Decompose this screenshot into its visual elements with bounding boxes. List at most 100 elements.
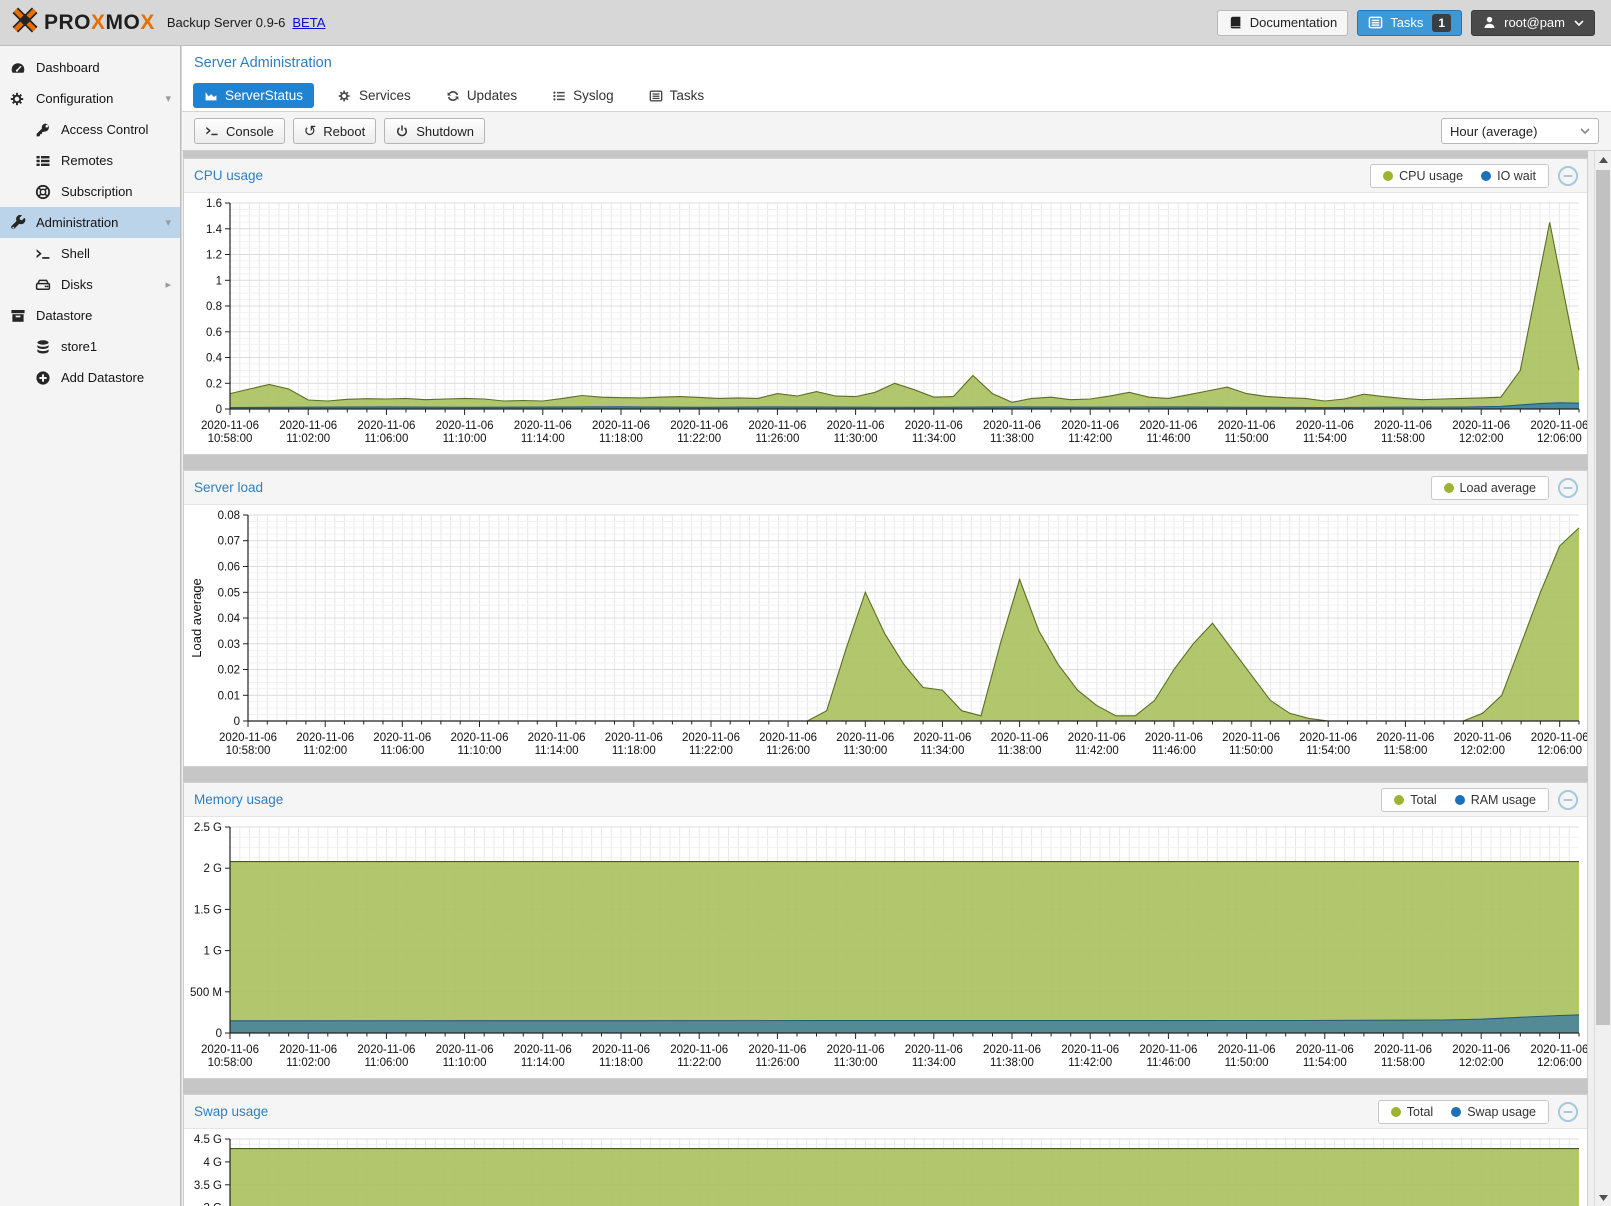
sidebar-item-datastore[interactable]: Datastore [0,300,180,331]
tab-syslog[interactable]: Syslog [541,83,625,108]
reboot-button[interactable]: ↺ Reboot [292,118,377,144]
svg-text:0.6: 0.6 [206,327,222,339]
collapse-panel-button[interactable] [1557,789,1579,811]
time-range-select[interactable]: Hour (average) [1441,118,1599,144]
legend-item-swap-usage[interactable]: Swap usage [1451,1105,1536,1119]
sidebar-item-label: Access Control [61,122,149,137]
sidebar-item-access-control[interactable]: Access Control [0,114,180,145]
user-icon [1482,15,1497,30]
button-label: Console [226,123,274,139]
svg-text:1.6: 1.6 [206,198,222,210]
sidebar-item-shell[interactable]: Shell [0,238,180,269]
logo-text-part: X [91,10,106,34]
collapse-panel-button[interactable] [1557,1101,1579,1123]
tab-updates[interactable]: Updates [435,83,528,108]
collapse-caret-icon[interactable]: ▾ [165,93,171,105]
svg-text:4.5 G: 4.5 G [194,1134,222,1146]
tab-tasks[interactable]: Tasks [638,83,716,108]
logo-text-part: PRO [44,10,92,34]
svg-text:1: 1 [216,275,222,287]
collapse-caret-icon[interactable]: ▾ [165,217,171,229]
panel-title: CPU usage [194,168,264,183]
console-button[interactable]: Console [194,118,285,144]
sidebar-item-disks[interactable]: Disks ▸ [0,269,180,300]
svg-text:0.08: 0.08 [218,510,240,522]
sidebar-nav: Dashboard Configuration ▾ Access Control Rem… [0,46,181,1206]
legend-item-total[interactable]: Total [1394,793,1437,807]
legend-item-total[interactable]: Total [1390,1105,1433,1119]
collapse-panel-button[interactable] [1557,165,1579,187]
gears-icon [338,89,352,103]
main-content: Server Administration ServerStatus Servic… [182,46,1611,1206]
legend-dot-icon [1454,794,1465,805]
scrollbar-thumb[interactable] [1596,170,1610,1025]
user-menu-button[interactable]: root@pam [1471,9,1595,36]
sidebar-item-store1[interactable]: store1 [0,331,180,362]
expand-caret-icon[interactable]: ▸ [165,279,171,291]
sidebar-item-subscription[interactable]: Subscription [0,176,180,207]
scroll-up-arrow[interactable] [1595,151,1611,168]
tab-serverstatus[interactable]: ServerStatus [193,83,315,108]
book-icon [1228,15,1243,30]
tasks-list-icon [1368,15,1383,30]
beta-link[interactable]: BETA [292,15,326,30]
cpu-usage-panel: CPU usage CPU usage IO wait 0 0.2 0.4 0.6 0.8 1 1… [183,158,1588,455]
tab-strip: ServerStatus Services Updates Syslog Tasks [182,77,1611,112]
chart-legend: Total Swap usage [1377,1099,1549,1124]
legend-item-ram-usage[interactable]: RAM usage [1454,793,1536,807]
sidebar-item-add-datastore[interactable]: Add Datastore [0,362,180,393]
refresh-icon [446,89,460,103]
title-row: Server Administration [182,46,1611,77]
panel-title: Server load [194,480,264,495]
button-label: Reboot [323,123,366,139]
chart-panels: CPU usage CPU usage IO wait 0 0.2 0.4 0.6 0.8 1 1… [183,151,1588,1206]
vertical-scrollbar[interactable] [1594,151,1611,1206]
header-actions: Documentation Tasks 1 root@pam [1216,9,1595,36]
sidebar-item-remotes[interactable]: Remotes [0,145,180,176]
documentation-label: Documentation [1249,15,1338,30]
sidebar-item-configuration[interactable]: Configuration ▾ [0,83,180,114]
legend-item-load-average[interactable]: Load average [1443,481,1536,495]
tab-label: Services [359,88,411,103]
sidebar-item-administration[interactable]: Administration ▾ [0,207,180,238]
documentation-button[interactable]: Documentation [1216,9,1349,36]
shutdown-button[interactable]: Shutdown [384,118,486,144]
sidebar-item-dashboard[interactable]: Dashboard [0,52,180,83]
remotes-icon [35,153,52,169]
svg-text:0.2: 0.2 [206,378,222,390]
legend-item-io-wait[interactable]: IO wait [1481,169,1536,183]
collapse-panel-button[interactable] [1557,477,1579,499]
tab-services[interactable]: Services [327,83,422,108]
svg-text:0: 0 [216,404,222,416]
tasks-button[interactable]: Tasks 1 [1357,9,1463,36]
legend-item-cpu-usage[interactable]: CPU usage [1383,169,1463,183]
memory-usage-panel-header: Memory usage Total RAM usage [184,783,1587,817]
scroll-down-arrow[interactable] [1595,1189,1611,1206]
user-label: root@pam [1504,15,1565,30]
toolbar-buttons: Console ↺ Reboot Shutdown [194,118,486,144]
legend-label: IO wait [1497,168,1536,183]
